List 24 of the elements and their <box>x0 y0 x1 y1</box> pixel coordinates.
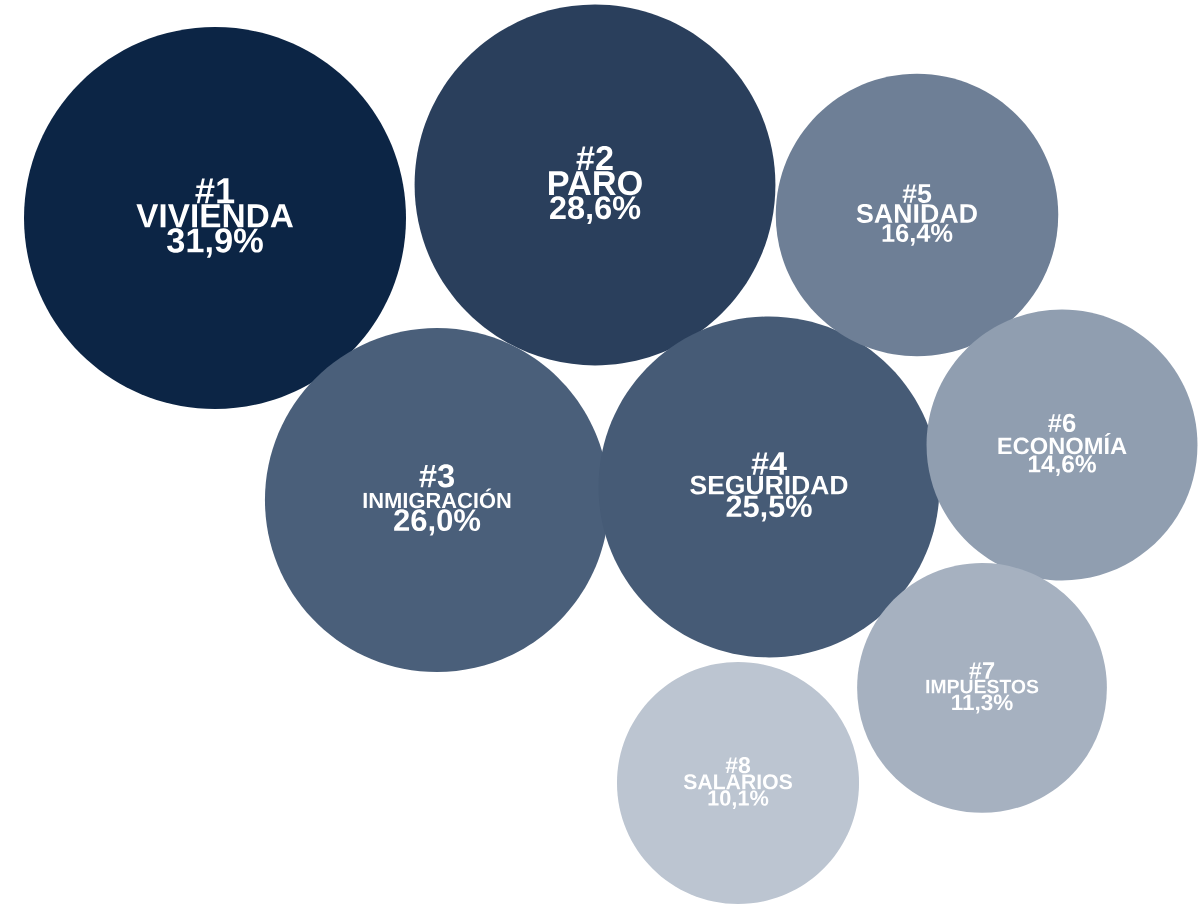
data-label: 28,6% <box>550 196 641 224</box>
category-label: SALARIOS <box>683 774 792 790</box>
data-label: 11,3% <box>952 694 1013 714</box>
data-label: 14,6% <box>1028 455 1096 477</box>
data-label: 25,5% <box>726 495 812 522</box>
text: #7 <box>969 662 995 679</box>
data-label: 26,0% <box>394 509 481 536</box>
text: #2 <box>576 146 613 170</box>
category-label: PARO <box>549 170 642 196</box>
text: #3 <box>419 464 454 488</box>
data-label: 16,4% <box>882 223 953 246</box>
category-label: VIVIENDA <box>136 204 294 228</box>
category-label: ECONOMÍA <box>998 433 1127 455</box>
category-label: SEGURIDAD <box>690 475 848 495</box>
category-label: IMPUESTOS <box>926 679 1039 694</box>
category-label: SANIDAD <box>856 204 977 223</box>
text: #6 <box>1048 413 1076 433</box>
category-label: INMIGRACIÓN <box>363 488 511 509</box>
text: #8 <box>725 757 751 774</box>
data-label: 31,9% <box>167 228 263 258</box>
text: #5 <box>902 184 932 204</box>
text: #1 <box>195 178 235 204</box>
data-label: 10,1% <box>708 790 769 809</box>
text: #4 <box>751 452 787 475</box>
